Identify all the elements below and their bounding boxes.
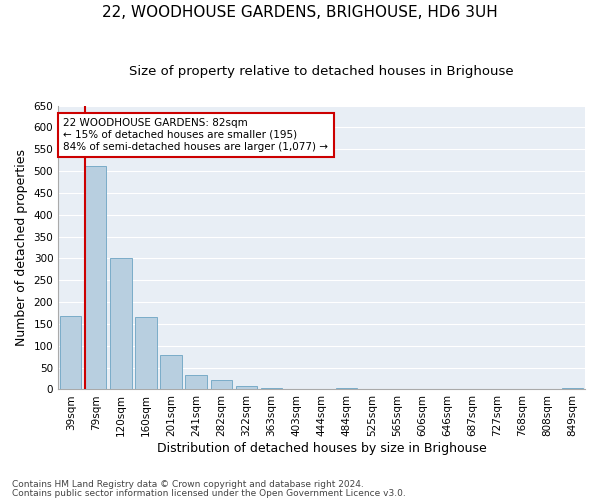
Y-axis label: Number of detached properties: Number of detached properties xyxy=(15,149,28,346)
Text: 22, WOODHOUSE GARDENS, BRIGHOUSE, HD6 3UH: 22, WOODHOUSE GARDENS, BRIGHOUSE, HD6 3U… xyxy=(102,5,498,20)
Bar xyxy=(110,258,131,390)
Bar xyxy=(211,380,232,390)
Bar xyxy=(336,388,358,390)
Bar xyxy=(236,386,257,390)
Bar xyxy=(261,388,282,390)
Text: 22 WOODHOUSE GARDENS: 82sqm
← 15% of detached houses are smaller (195)
84% of se: 22 WOODHOUSE GARDENS: 82sqm ← 15% of det… xyxy=(64,118,328,152)
Bar xyxy=(562,388,583,390)
Bar xyxy=(85,166,106,390)
Title: Size of property relative to detached houses in Brighouse: Size of property relative to detached ho… xyxy=(129,65,514,78)
X-axis label: Distribution of detached houses by size in Brighouse: Distribution of detached houses by size … xyxy=(157,442,487,455)
Text: Contains HM Land Registry data © Crown copyright and database right 2024.: Contains HM Land Registry data © Crown c… xyxy=(12,480,364,489)
Bar xyxy=(136,317,157,390)
Text: Contains public sector information licensed under the Open Government Licence v3: Contains public sector information licen… xyxy=(12,488,406,498)
Bar xyxy=(160,356,182,390)
Bar xyxy=(185,375,207,390)
Bar xyxy=(60,316,82,390)
